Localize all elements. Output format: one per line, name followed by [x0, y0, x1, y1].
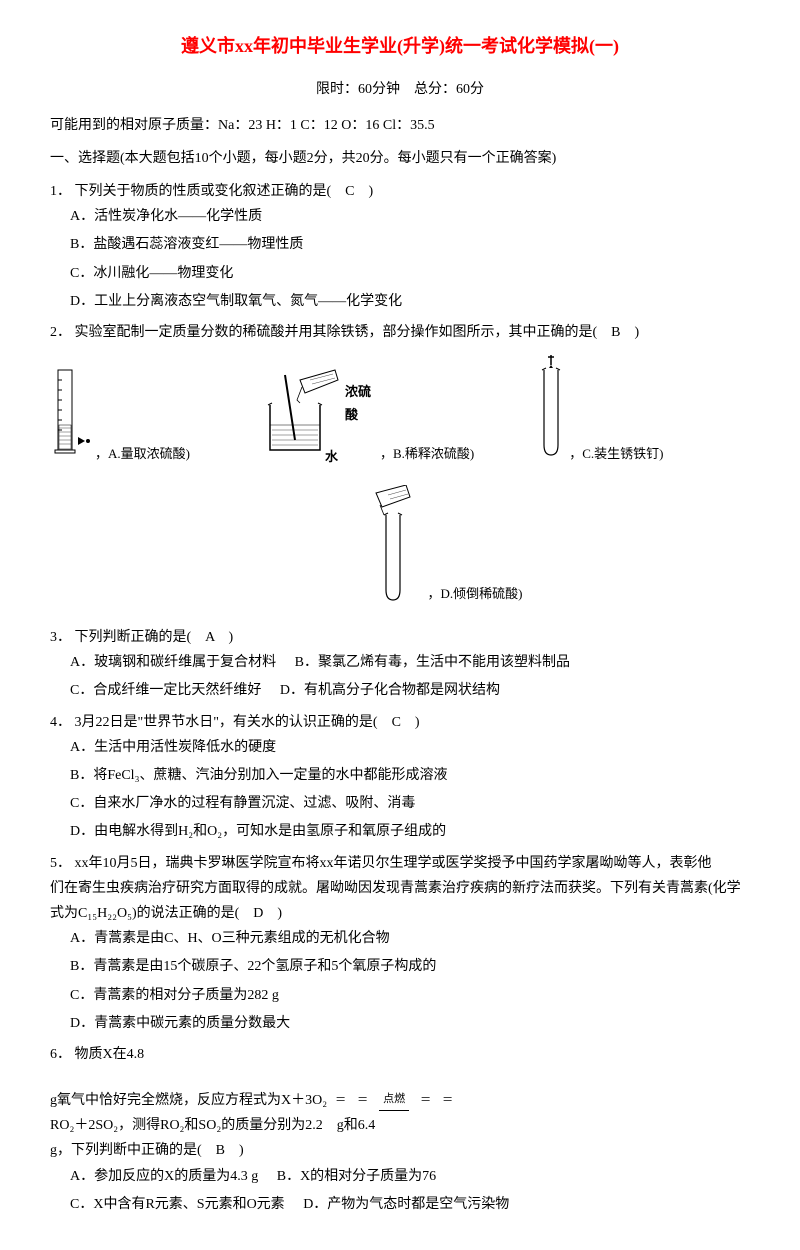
- image-c: ，C.装生锈铁钉): [534, 355, 663, 465]
- q5-text1: xx年10月5日，瑞典卡罗琳医学院宣布将xx年诺贝尔生理学或医学奖授予中国药学家…: [75, 856, 712, 871]
- pour-tube-icon: [368, 485, 428, 605]
- q5-text2: 们在寄生虫疾病治疗研究方面取得的成就。屠呦呦因发现青蒿素治疗疾病的新疗法而获奖。…: [50, 876, 750, 901]
- lab-images-row-2: ，D.倾倒稀硫酸): [150, 485, 750, 615]
- q3-num: 3．: [50, 630, 71, 645]
- img-c-label: ，C.装生锈铁钉): [569, 442, 663, 465]
- q2-text: 实验室配制一定质量分数的稀硫酸并用其除铁锈，部分操作如图所示，其中正确的是( B…: [75, 325, 640, 340]
- q4-option-d: D．由电解水得到H₂和O₂，可知水是由氢原子和氧原子组成的: [70, 819, 750, 844]
- test-tube-nail-icon: [534, 355, 569, 465]
- q5-option-d: D．青蒿素中碳元素的质量分数最大: [70, 1011, 750, 1036]
- q3-option-d: D．有机高分子化合物都是网状结构: [280, 678, 500, 703]
- q4-option-a: A．生活中用活性炭降低水的硬度: [70, 735, 750, 760]
- q4-option-b: B．将FeCl₃、蔗糖、汽油分别加入一定量的水中都能形成溶液: [70, 763, 750, 788]
- q3-options-row2: C．合成纤维一定比天然纤维好 D．有机高分子化合物都是网状结构: [70, 678, 750, 703]
- q6-num: 6．: [50, 1047, 71, 1062]
- q6-text3: RO₂＋2SO₂，测得RO₂和SO₂的质量分别为2.2 g和6.4: [50, 1113, 375, 1138]
- q3-option-c: C．合成纤维一定比天然纤维好: [70, 678, 261, 703]
- water-label: 水: [325, 445, 338, 468]
- q1-option-b: B．盐酸遇石蕊溶液变红——物理性质: [70, 232, 750, 257]
- img-a-label: ，A.量取浓硫酸): [95, 442, 190, 465]
- question-1: 1． 下列关于物质的性质或变化叙述正确的是( C ) A．活性炭净化水——化学性…: [50, 179, 750, 314]
- lab-images-row-1: ，A.量取浓硫酸) 浓硫酸 水 ，B.稀释浓硫酸): [50, 355, 750, 475]
- question-2: 2． 实验室配制一定质量分数的稀硫酸并用其除铁锈，部分操作如图所示，其中正确的是…: [50, 320, 750, 345]
- q3-option-b: B．聚氯乙烯有毒，生活中不能用该塑料制品: [295, 650, 570, 675]
- cylinder-icon: [50, 365, 95, 465]
- q3-options-row1: A．玻璃钢和碳纤维属于复合材料 B．聚氯乙烯有毒，生活中不能用该塑料制品: [70, 650, 750, 675]
- img-d-label: ，D.倾倒稀硫酸): [428, 582, 523, 605]
- q1-option-a: A．活性炭净化水——化学性质: [70, 204, 750, 229]
- question-6: 6． 物质X在4.8: [50, 1042, 750, 1067]
- q6-options-row1: A．参加反应的X的质量为4.3 g B．X的相对分子质量为76: [70, 1164, 750, 1189]
- q1-text: 下列关于物质的性质或变化叙述正确的是( C ): [75, 184, 374, 199]
- q4-text: 3月22日是"世界节水日"，有关水的认识正确的是( C ): [75, 715, 420, 730]
- image-b: 浓硫酸 水 ，B.稀释浓硫酸): [240, 365, 474, 465]
- q1-num: 1．: [50, 184, 71, 199]
- q6-options-row2: C．X中含有R元素、S元素和O元素 D．产物为气态时都是空气污染物: [70, 1192, 750, 1217]
- question-5: 5． xx年10月5日，瑞典卡罗琳医学院宣布将xx年诺贝尔生理学或医学奖授予中国…: [50, 851, 750, 1036]
- image-d: ，D.倾倒稀硫酸): [368, 485, 523, 605]
- q6-option-b: B．X的相对分子质量为76: [277, 1164, 436, 1189]
- section-one-header: 一、选择题(本大题包括10个小题，每小题2分，共20分。每小题只有一个正确答案): [50, 146, 750, 171]
- q6-text2: g氧气中恰好完全燃烧，反应方程式为X＋3O₂: [50, 1088, 327, 1113]
- q2-num: 2．: [50, 325, 71, 340]
- image-a: ，A.量取浓硫酸): [50, 365, 190, 465]
- q3-text: 下列判断正确的是( A ): [75, 630, 234, 645]
- q6-equation-line: g氧气中恰好完全燃烧，反应方程式为X＋3O₂ ＝ ＝ 点燃 ＝ ＝ RO₂＋2S…: [50, 1088, 750, 1138]
- atomic-mass-info: 可能用到的相对原子质量：Na：23 H：1 C：12 O：16 Cl：35.5: [50, 113, 750, 138]
- q6-text1: 物质X在4.8: [75, 1047, 145, 1062]
- q5-option-a: A．青蒿素是由C、H、O三种元素组成的无机化合物: [70, 926, 750, 951]
- q5-text3: 式为C₁₅H₂₂O₅)的说法正确的是( D ): [50, 901, 750, 926]
- img-b-label: ，B.稀释浓硫酸): [380, 442, 474, 465]
- q4-num: 4．: [50, 715, 71, 730]
- conc-label: 浓硫酸: [345, 380, 380, 427]
- q4-option-c: C．自来水厂净水的过程有静置沉淀、过滤、吸附、消毒: [70, 791, 750, 816]
- question-3: 3． 下列判断正确的是( A ) A．玻璃钢和碳纤维属于复合材料 B．聚氯乙烯有…: [50, 625, 750, 704]
- q5-option-b: B．青蒿素是由15个碳原子、22个氢原子和5个氧原子构成的: [70, 954, 750, 979]
- q6-text4: g，下列判断中正确的是( B ): [50, 1138, 750, 1163]
- q5-num: 5．: [50, 856, 71, 871]
- exam-title: 遵义市xx年初中毕业生学业(升学)统一考试化学模拟(一): [50, 30, 750, 62]
- ignite-symbol: 点燃: [379, 1090, 409, 1111]
- question-4: 4． 3月22日是"世界节水日"，有关水的认识正确的是( C ) A．生活中用活…: [50, 710, 750, 845]
- q3-option-a: A．玻璃钢和碳纤维属于复合材料: [70, 650, 276, 675]
- q6-option-a: A．参加反应的X的质量为4.3 g: [70, 1164, 258, 1189]
- exam-subtitle: 限时：60分钟 总分：60分: [50, 77, 750, 102]
- q6-option-d: D．产物为气态时都是空气污染物: [303, 1192, 509, 1217]
- q1-option-d: D．工业上分离液态空气制取氧气、氮气——化学变化: [70, 289, 750, 314]
- q5-option-c: C．青蒿素的相对分子质量为282 g: [70, 983, 750, 1008]
- q6-option-c: C．X中含有R元素、S元素和O元素: [70, 1192, 285, 1217]
- q1-option-c: C．冰川融化——物理变化: [70, 261, 750, 286]
